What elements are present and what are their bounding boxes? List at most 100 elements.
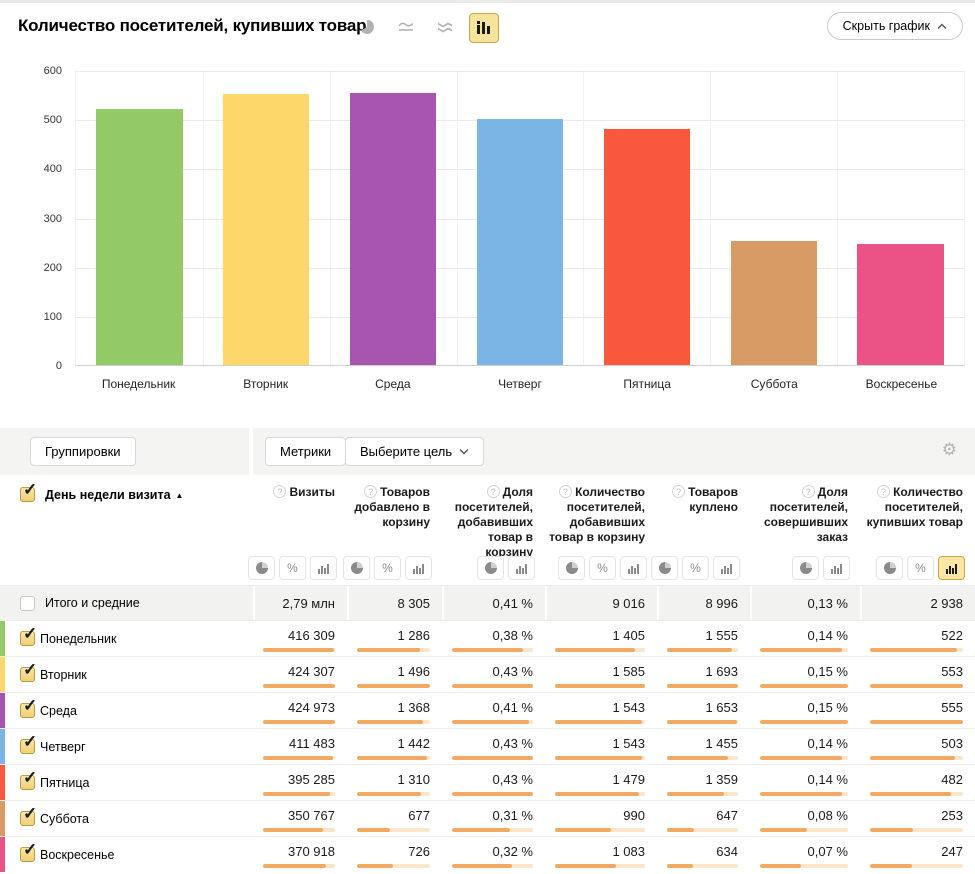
- pie-view-toggle-button[interactable]: [792, 556, 819, 580]
- help-icon[interactable]: ?: [877, 485, 891, 498]
- value-mini-bar: [263, 756, 335, 760]
- row-checkbox[interactable]: [20, 624, 37, 646]
- y-axis-tick-label: 600: [43, 65, 62, 77]
- row-label: Среда: [40, 704, 77, 718]
- chart-bar[interactable]: [857, 243, 944, 365]
- bars-view-toggle-button[interactable]: [405, 556, 432, 580]
- totals-name-cell: Итого и средние: [0, 586, 253, 621]
- pie-icon: [658, 562, 671, 574]
- value-mini-bar: [555, 648, 645, 652]
- row-checkbox[interactable]: [20, 660, 37, 682]
- cell-value: 0,43 %: [492, 664, 533, 679]
- bars-view-toggle-button[interactable]: [938, 556, 965, 580]
- help-icon[interactable]: ?: [486, 485, 500, 498]
- bars-view-toggle-button[interactable]: [713, 556, 740, 580]
- metric-view-toggles: [792, 556, 850, 580]
- stacked-area-chart-button[interactable]: [430, 13, 460, 43]
- row-checkbox[interactable]: [20, 732, 37, 754]
- percent-view-toggle-button[interactable]: %: [279, 556, 306, 580]
- row-color-strip: [0, 801, 5, 836]
- row-checkbox[interactable]: [20, 768, 37, 790]
- value-cell: 0,41 %: [442, 693, 545, 729]
- hide-chart-button[interactable]: Скрыть график: [826, 12, 963, 40]
- select-all-checkbox[interactable]: [20, 480, 37, 502]
- cell-value: 0,14 %: [807, 736, 848, 751]
- chart-bar[interactable]: [96, 109, 183, 365]
- totals-row: Итого и средние 2,79 млн 8 305 0,41 % 9 016 8…: [0, 585, 975, 621]
- chart-card: Количество посетителей, купивших товар С…: [0, 3, 975, 428]
- metric-view-toggles: %: [876, 556, 965, 580]
- gridline: [76, 71, 964, 72]
- metric-column-label[interactable]: ? Товаров куплено: [657, 475, 750, 515]
- pie-view-toggle-button[interactable]: [651, 556, 678, 580]
- chart-bar[interactable]: [476, 118, 564, 365]
- cell-value: 0,32 %: [492, 844, 533, 859]
- row-checkbox[interactable]: [20, 840, 37, 862]
- bar-chart-icon: [476, 19, 492, 38]
- chart-bar[interactable]: [730, 241, 817, 365]
- value-cell: 416 309: [253, 621, 347, 657]
- page-title: Количество посетителей, купивших товар: [18, 16, 367, 35]
- sort-asc-icon[interactable]: ▲: [175, 491, 184, 500]
- cell-value: 634: [716, 844, 738, 859]
- pie-icon: [883, 562, 896, 574]
- value-cell: 0,07 %: [750, 837, 860, 873]
- x-axis-category-label: Пятница: [623, 377, 671, 391]
- help-icon[interactable]: ?: [672, 485, 686, 498]
- metric-column-label[interactable]: ? Количество посетителей, добавивших това…: [549, 485, 645, 544]
- help-icon[interactable]: ?: [801, 485, 815, 498]
- metrics-button[interactable]: Метрики: [265, 437, 347, 466]
- metric-column-label[interactable]: ? Товаров добавлено в корзину: [354, 485, 430, 529]
- gear-icon[interactable]: ⚙: [941, 440, 957, 459]
- row-dimension-label[interactable]: День недели визита ▲: [45, 488, 184, 502]
- totals-value-cell: 2 938: [860, 586, 975, 621]
- help-icon[interactable]: ?: [273, 485, 287, 498]
- pie-chart-button[interactable]: [352, 13, 382, 43]
- value-cell: 1 455: [657, 729, 750, 765]
- pie-view-toggle-button[interactable]: [558, 556, 585, 580]
- percent-view-toggle-button[interactable]: %: [374, 556, 401, 580]
- bars-view-toggle-button[interactable]: [508, 556, 535, 580]
- value-cell: 1 359: [657, 765, 750, 801]
- value-mini-bar: [870, 756, 963, 760]
- line-chart-button[interactable]: [391, 13, 421, 43]
- cell-value: 0,31 %: [492, 808, 533, 823]
- pie-view-toggle-button[interactable]: [477, 556, 504, 580]
- value-cell: 0,31 %: [442, 801, 545, 837]
- value-cell: 0,08 %: [750, 801, 860, 837]
- value-cell: 677: [347, 801, 442, 837]
- chart-bar[interactable]: [350, 93, 437, 365]
- help-icon[interactable]: ?: [559, 485, 573, 498]
- pie-view-toggle-button[interactable]: [876, 556, 903, 580]
- groupings-button[interactable]: Группировки: [30, 437, 136, 466]
- metric-column-label[interactable]: ? Количество посетителей, купивших товар: [866, 485, 963, 529]
- value-mini-bar: [263, 648, 335, 652]
- metric-column-label[interactable]: ? Визиты: [253, 475, 347, 500]
- percent-view-toggle-button[interactable]: %: [589, 556, 616, 580]
- value-mini-bar: [870, 792, 963, 796]
- percent-view-toggle-button[interactable]: %: [907, 556, 934, 580]
- value-cell: 634: [657, 837, 750, 873]
- bars-view-toggle-button[interactable]: [823, 556, 850, 580]
- bar-chart-button[interactable]: [469, 13, 499, 43]
- pie-view-toggle-button[interactable]: [248, 556, 275, 580]
- metric-column-label[interactable]: ? Доля посетителей, добавивших товар в ко…: [454, 485, 533, 559]
- value-cell: 0,32 %: [442, 837, 545, 873]
- value-mini-bar: [357, 648, 430, 652]
- bar-chart: 0 100 200 300 400 500 600 Понедельник Вторник Ср…: [0, 55, 975, 428]
- row-checkbox[interactable]: [20, 804, 37, 826]
- metric-column-header: ? Визиты%: [248, 475, 347, 585]
- row-checkbox[interactable]: [20, 696, 37, 718]
- percent-view-toggle-button[interactable]: %: [682, 556, 709, 580]
- totals-checkbox[interactable]: [20, 596, 35, 611]
- chart-bar[interactable]: [223, 94, 310, 365]
- metric-column-label[interactable]: ? Доля посетителей, совершивших заказ: [763, 485, 848, 544]
- gridline: [456, 71, 458, 365]
- chart-bar[interactable]: [603, 128, 690, 365]
- goal-select-button[interactable]: Выберите цель: [345, 437, 485, 466]
- help-icon[interactable]: ?: [364, 485, 378, 498]
- bars-view-toggle-button[interactable]: [620, 556, 647, 580]
- pie-view-toggle-button[interactable]: [343, 556, 370, 580]
- bars-view-toggle-button[interactable]: [310, 556, 337, 580]
- value-mini-bar: [263, 684, 335, 688]
